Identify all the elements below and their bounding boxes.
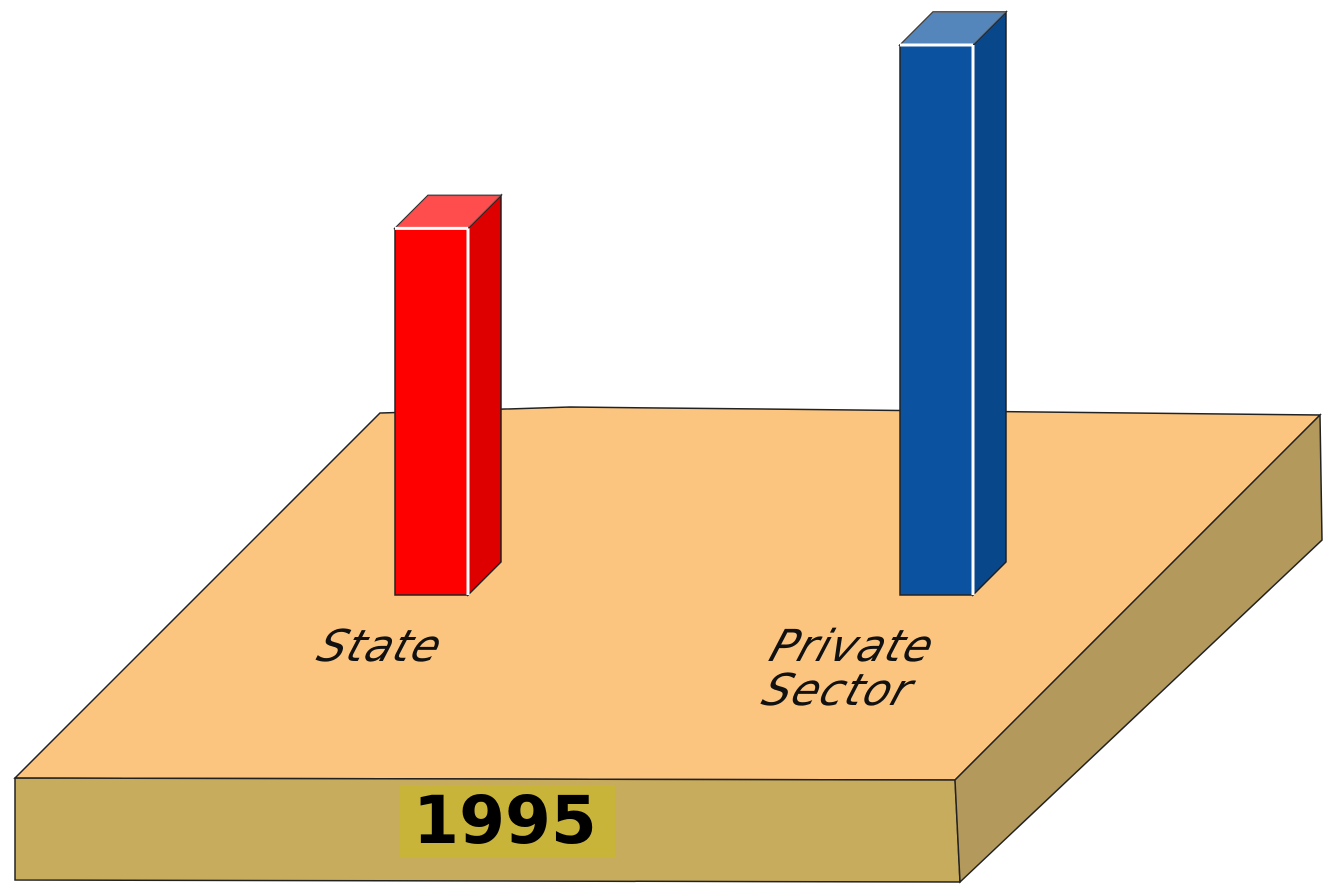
bar: [394, 227, 469, 596]
bar-top-shade: [900, 12, 1006, 45]
bar-top-shade: [395, 195, 501, 229]
bar: [899, 44, 974, 596]
bar-side-shade: [973, 12, 1006, 595]
board-side: [954, 413, 1323, 884]
category-label: Private Sector: [755, 621, 942, 716]
year-box: [400, 785, 615, 858]
category-label: State: [311, 621, 450, 672]
year-label: 1995: [413, 782, 597, 859]
bar-side-shade: [468, 195, 501, 596]
